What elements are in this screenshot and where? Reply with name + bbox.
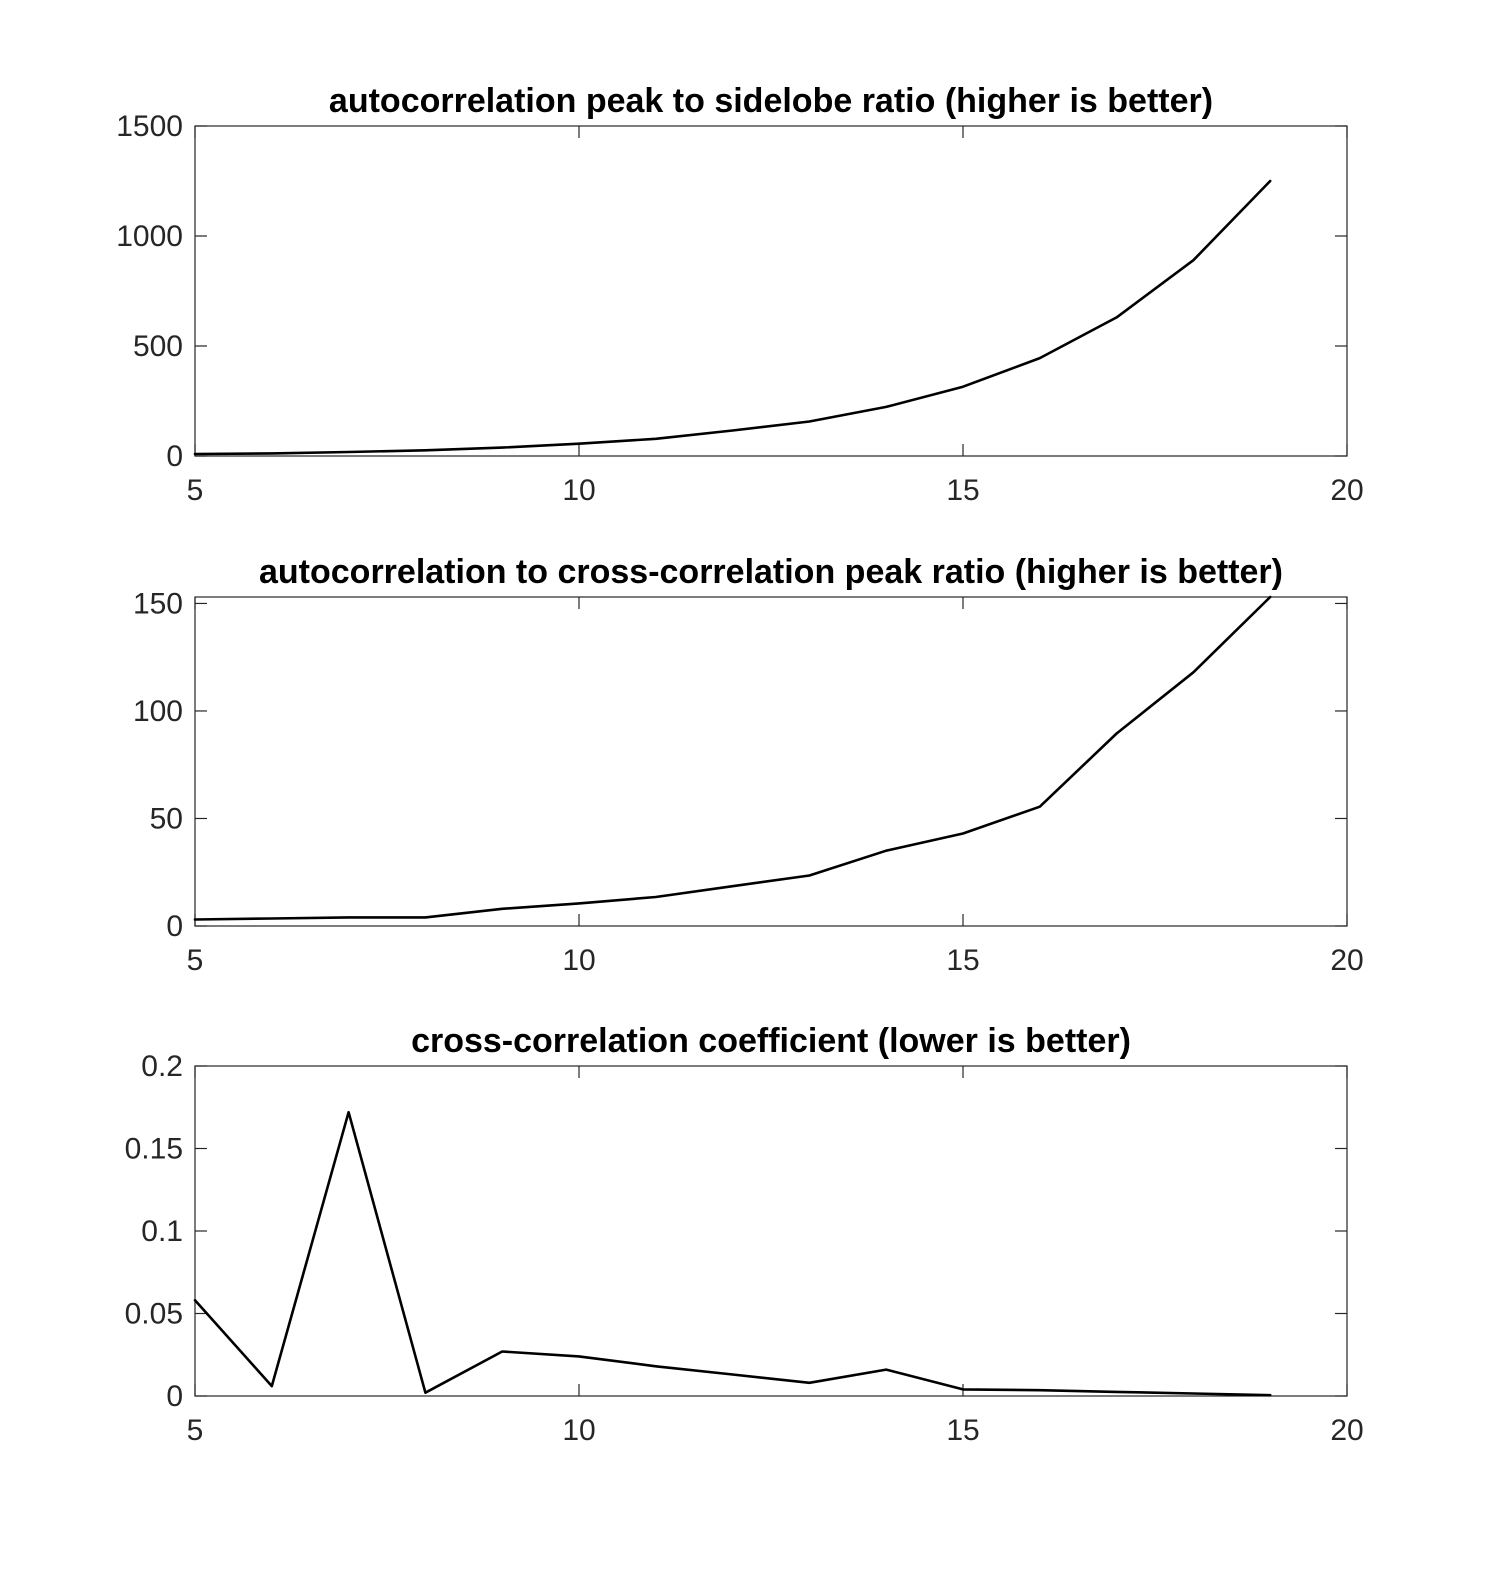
x-tick-label: 5 — [187, 474, 204, 507]
y-tick-label: 0.15 — [125, 1133, 183, 1166]
x-tick-label: 20 — [1330, 1414, 1363, 1447]
y-tick-label: 500 — [133, 330, 183, 363]
x-tick-label: 20 — [1330, 474, 1363, 507]
x-tick-label: 15 — [946, 1414, 979, 1447]
axes-box — [194, 596, 1348, 927]
y-tick-label: 0 — [166, 440, 183, 473]
y-tick-label: 0.2 — [141, 1050, 183, 1083]
x-tick-label: 20 — [1330, 944, 1363, 977]
chart-1: autocorrelation peak to sidelobe ratio (… — [116, 82, 1363, 507]
y-tick-label: 0 — [166, 1380, 183, 1413]
chart-2: autocorrelation to cross-correlation pea… — [133, 553, 1364, 977]
y-tick-label: 150 — [133, 587, 183, 620]
x-tick-label: 10 — [562, 474, 595, 507]
x-tick-label: 10 — [562, 1414, 595, 1447]
chart-title: autocorrelation to cross-correlation pea… — [259, 553, 1283, 591]
y-tick-label: 100 — [133, 695, 183, 728]
x-tick-label: 15 — [946, 474, 979, 507]
chart-title: autocorrelation peak to sidelobe ratio (… — [329, 82, 1213, 120]
x-tick-label: 5 — [187, 944, 204, 977]
x-tick-label: 10 — [562, 944, 595, 977]
series-line-1 — [193, 179, 1272, 456]
y-tick-label: 0 — [166, 910, 183, 943]
axes-box — [194, 125, 1348, 457]
x-tick-label: 5 — [187, 1414, 204, 1447]
x-tick-label: 15 — [946, 944, 979, 977]
chart-3: cross-correlation coefficient (lower is … — [125, 1022, 1364, 1447]
chart-title: cross-correlation coefficient (lower is … — [411, 1022, 1131, 1060]
y-tick-label: 50 — [150, 802, 183, 835]
y-tick-label: 1500 — [116, 110, 183, 143]
axes-box — [194, 1065, 1348, 1397]
y-tick-label: 0.05 — [125, 1298, 183, 1331]
y-tick-label: 0.1 — [141, 1215, 183, 1248]
series-line-1 — [193, 595, 1272, 921]
series-line-1 — [193, 1110, 1272, 1397]
y-tick-label: 1000 — [116, 220, 183, 253]
